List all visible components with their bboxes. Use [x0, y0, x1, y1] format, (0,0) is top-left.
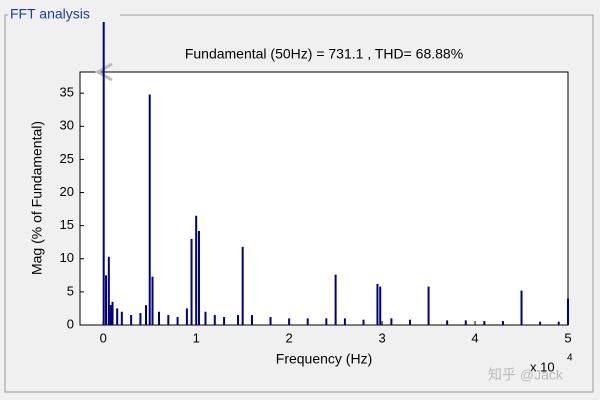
bar: [408, 319, 411, 325]
y-tick-label: 25: [60, 151, 74, 166]
bar: [334, 274, 337, 325]
bar: [288, 318, 291, 325]
x-scale-base: x 10: [530, 359, 555, 374]
bar: [151, 276, 154, 325]
x-tick-label: 0: [100, 330, 107, 345]
bar: [379, 286, 382, 325]
x-tick-label: 5: [564, 330, 571, 345]
bar: [539, 321, 542, 325]
y-tick-label: 30: [60, 118, 74, 133]
bar: [250, 315, 253, 325]
bar: [176, 317, 179, 325]
bar: [105, 275, 108, 325]
y-axis-label: Mag (% of Fundamental): [29, 121, 45, 275]
panel-label: FFT analysis: [10, 6, 90, 22]
y-tick-label: 10: [60, 250, 74, 265]
y-tick-label: 0: [67, 316, 74, 331]
bar: [362, 319, 365, 325]
x-scale-exponent: 4: [567, 353, 573, 364]
bar: [167, 315, 170, 325]
x-tick-label: 4: [471, 330, 478, 345]
bar: [185, 308, 188, 325]
bar: [483, 321, 486, 325]
bar: [557, 321, 560, 325]
bar: [102, 22, 105, 325]
bar: [213, 315, 216, 325]
chart-title: Fundamental (50Hz) = 731.1 , THD= 68.88%: [185, 46, 463, 62]
y-tick-label: 15: [60, 217, 74, 232]
x-tick-label: 2: [286, 330, 293, 345]
bar: [158, 311, 161, 325]
plot-area: [79, 71, 569, 326]
bar: [130, 315, 133, 325]
y-tick-label: 35: [60, 85, 74, 100]
arrow-icon: [94, 62, 113, 82]
bar: [520, 290, 523, 325]
panel-border: [4, 14, 594, 393]
y-tick-label: 5: [67, 283, 74, 298]
bar: [120, 311, 123, 325]
bar: [241, 246, 244, 325]
bar: [109, 305, 112, 325]
x-tick-label: 3: [378, 330, 385, 345]
bar: [343, 318, 346, 325]
bar: [116, 308, 119, 325]
panel-label-bg: [8, 6, 120, 24]
bar: [269, 317, 272, 325]
bar: [139, 313, 142, 325]
y-tick-label: 20: [60, 184, 74, 199]
bar: [144, 305, 147, 325]
bar: [195, 215, 198, 325]
bar: [237, 315, 240, 325]
bar: [390, 318, 393, 325]
x-tick-label: 1: [193, 330, 200, 345]
watermark: 知乎 @Jack: [488, 367, 564, 383]
bar: [464, 320, 467, 325]
bar: [306, 318, 309, 325]
bar: [190, 238, 193, 325]
bar: [446, 320, 449, 325]
bar: [567, 298, 569, 325]
bar: [325, 318, 328, 325]
bar: [197, 230, 200, 325]
bar: [223, 317, 226, 325]
bar: [148, 94, 151, 325]
bar: [376, 283, 379, 325]
x-axis-label: Frequency (Hz): [276, 351, 372, 367]
bar: [107, 256, 110, 325]
bar: [111, 301, 114, 325]
bar: [204, 311, 207, 325]
bar: [427, 286, 430, 325]
bar: [501, 321, 504, 325]
